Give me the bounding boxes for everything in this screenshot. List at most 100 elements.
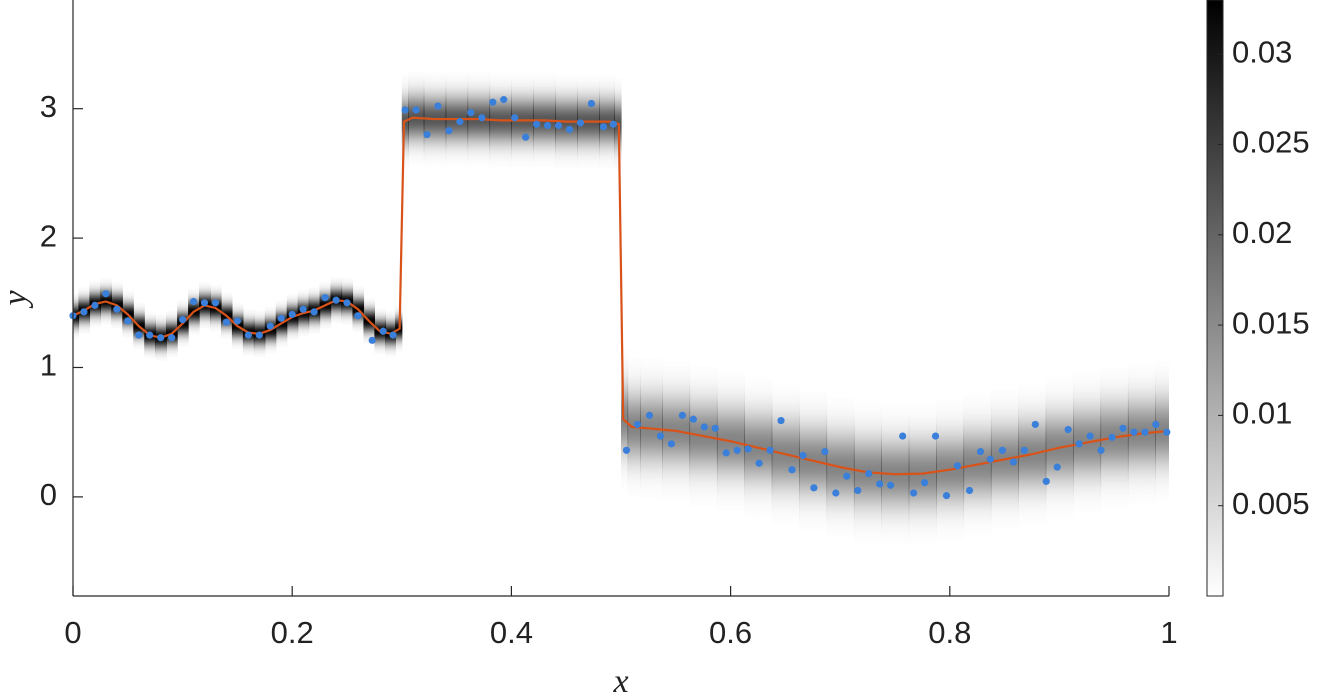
data-point xyxy=(865,469,873,478)
data-point xyxy=(843,472,851,480)
data-point xyxy=(266,322,274,330)
data-point xyxy=(821,447,829,456)
data-point xyxy=(200,299,209,307)
data-point xyxy=(445,127,453,135)
data-point xyxy=(678,411,686,419)
data-point xyxy=(91,301,99,309)
colorbar-tick-label: 0.025 xyxy=(1232,125,1310,160)
colorbar-tick-label: 0.005 xyxy=(1232,486,1310,521)
data-point xyxy=(799,451,807,460)
data-point xyxy=(689,415,697,423)
data-point xyxy=(1009,458,1017,466)
x-tick-label: 0 xyxy=(64,615,81,650)
data-point xyxy=(766,446,774,454)
data-point xyxy=(622,446,631,454)
data-point xyxy=(489,98,497,106)
data-point xyxy=(1053,463,1061,471)
data-point xyxy=(920,479,929,487)
data-point xyxy=(633,420,642,429)
data-point xyxy=(1097,446,1105,454)
data-point xyxy=(876,480,884,488)
colorbar-tick-label: 0.015 xyxy=(1232,305,1310,340)
data-point xyxy=(379,327,387,335)
data-point xyxy=(211,299,220,307)
y-axis-label: y xyxy=(0,290,34,309)
x-tick-label: 0.6 xyxy=(709,615,752,650)
colorbar xyxy=(1206,0,1224,597)
data-point xyxy=(910,489,918,497)
data-point xyxy=(565,125,574,133)
data-point xyxy=(733,446,741,454)
data-point xyxy=(667,440,676,448)
data-point xyxy=(511,114,519,122)
data-point xyxy=(543,121,552,130)
data-point xyxy=(179,316,187,324)
data-point xyxy=(1075,440,1083,448)
data-point xyxy=(1042,477,1050,485)
data-point xyxy=(222,318,231,326)
data-point xyxy=(456,118,464,126)
x-tick-label: 0.8 xyxy=(928,615,971,650)
data-point xyxy=(1130,428,1138,436)
x-tick-label: 0.2 xyxy=(271,615,314,650)
data-point xyxy=(1064,425,1072,434)
data-point xyxy=(321,294,329,302)
data-point xyxy=(609,120,617,128)
data-point xyxy=(113,305,121,313)
data-point xyxy=(80,308,88,316)
colorbar-tick-label: 0.03 xyxy=(1232,34,1292,69)
data-point xyxy=(1119,424,1127,432)
data-point xyxy=(135,331,143,339)
data-point xyxy=(299,305,307,313)
data-point xyxy=(986,455,994,463)
data-point xyxy=(942,491,951,500)
x-tick-label: 0.4 xyxy=(490,615,533,650)
data-point xyxy=(189,297,198,306)
x-axis-label: x xyxy=(612,663,628,699)
data-point xyxy=(965,486,974,495)
data-point xyxy=(656,432,665,440)
data-point xyxy=(976,447,985,456)
colorbar-tick-label: 0.02 xyxy=(1232,215,1292,250)
data-point xyxy=(389,331,397,339)
data-point xyxy=(744,445,752,453)
data-point xyxy=(368,336,376,344)
data-point xyxy=(277,314,285,322)
data-point xyxy=(899,432,907,440)
y-tick-label: 0 xyxy=(40,477,57,512)
data-point xyxy=(1163,428,1171,436)
data-point xyxy=(810,484,818,492)
plot-layer: 0 0.2 0.4 0.6 0.8 1 0 1 2 3 0.005 0.01 0.015 0.02 0.02… xyxy=(40,0,1310,650)
data-point xyxy=(554,121,563,130)
data-point xyxy=(354,312,362,320)
data-point xyxy=(576,119,585,127)
data-point xyxy=(1152,420,1160,429)
data-point xyxy=(255,331,263,339)
data-point xyxy=(700,423,708,431)
data-point xyxy=(310,308,318,316)
data-point xyxy=(533,120,541,128)
data-point xyxy=(332,296,340,304)
data-point xyxy=(168,334,176,342)
y-tick-label: 1 xyxy=(40,348,57,383)
x-tick-label: 1 xyxy=(1160,615,1177,650)
data-point xyxy=(711,424,719,432)
data-point xyxy=(423,130,431,139)
data-point xyxy=(887,481,895,489)
data-point xyxy=(343,299,351,307)
data-point xyxy=(478,114,486,122)
data-point xyxy=(788,466,796,474)
data-point xyxy=(1108,433,1116,441)
data-point xyxy=(854,486,862,495)
data-point xyxy=(288,310,296,319)
data-point xyxy=(102,290,110,298)
fit-line xyxy=(72,116,1170,476)
data-point xyxy=(412,106,420,114)
data-point xyxy=(1141,428,1149,436)
data-point xyxy=(467,108,475,117)
data-point xyxy=(645,411,654,419)
data-point xyxy=(233,317,241,325)
data-point xyxy=(953,462,962,470)
data-point xyxy=(755,459,763,467)
